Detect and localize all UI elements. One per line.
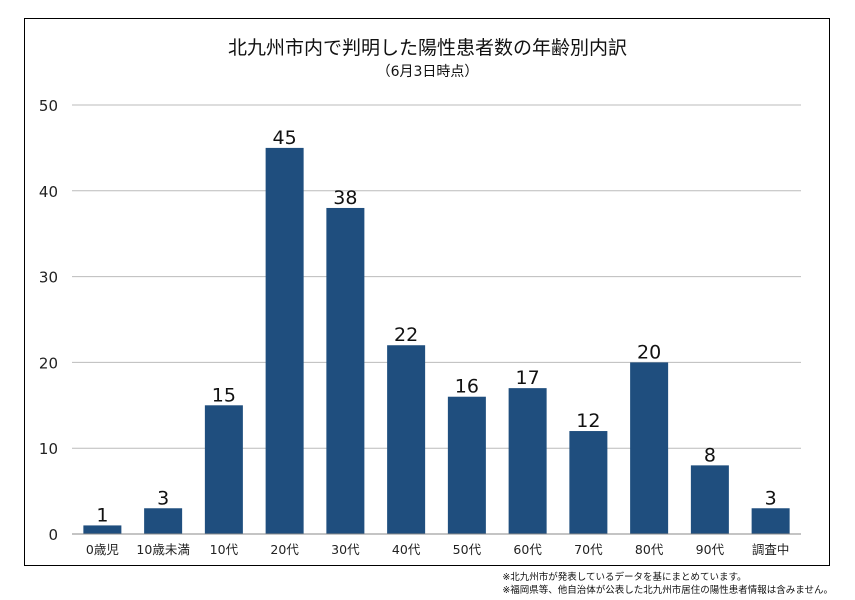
y-tick-label: 30 (39, 269, 58, 287)
data-label: 45 (273, 127, 297, 149)
bar (569, 431, 608, 534)
data-label: 15 (212, 384, 236, 406)
x-tick-label: 20代 (270, 542, 299, 557)
data-label: 20 (637, 341, 661, 363)
bar (387, 345, 426, 534)
x-tick-label: 10代 (210, 542, 239, 557)
bar (204, 405, 243, 534)
data-label: 8 (704, 444, 716, 466)
footnote: ※北九州市が発表しているデータを基にまとめています。 (502, 572, 747, 583)
chart-frame (24, 18, 830, 566)
y-tick-label: 50 (39, 97, 58, 115)
x-tick-label: 80代 (635, 542, 664, 557)
data-label: 16 (455, 376, 479, 398)
data-label: 3 (765, 487, 777, 509)
bar (326, 207, 365, 534)
x-tick-label: 0歳児 (86, 542, 119, 557)
data-label: 12 (576, 410, 600, 432)
x-tick-label: 10歳未満 (136, 542, 189, 557)
x-tick-label: 40代 (392, 542, 421, 557)
chart-title: 北九州市内で判明した陽性患者数の年齢別内訳 (227, 37, 627, 59)
y-tick-label: 40 (39, 183, 58, 201)
bar (447, 396, 486, 534)
data-label: 1 (96, 504, 108, 526)
x-tick-label: 30代 (331, 542, 360, 557)
x-tick-label: 50代 (453, 542, 482, 557)
footnote: ※福岡県等、他自治体が公表した北九州市居住の陽性患者情報は含みません。 (502, 585, 833, 596)
bar (751, 508, 790, 534)
y-tick-label: 0 (48, 526, 58, 544)
chart-subtitle: （6月3日時点） (376, 64, 479, 80)
x-tick-label: 70代 (574, 542, 603, 557)
y-tick-label: 20 (39, 354, 58, 372)
x-tick-label: 90代 (696, 542, 725, 557)
data-label: 17 (516, 367, 540, 389)
bar (630, 362, 669, 534)
bar (690, 465, 729, 534)
data-label: 38 (333, 187, 357, 209)
bar (508, 388, 547, 534)
x-tick-label: 60代 (513, 542, 542, 557)
bar (83, 525, 122, 534)
bar (144, 508, 183, 534)
data-label: 22 (394, 324, 418, 346)
y-tick-label: 10 (39, 440, 58, 458)
x-tick-label: 調査中 (752, 542, 790, 557)
footnotes: ※北九州市が発表しているデータを基にまとめています。 ※福岡県等、他自治体が公表… (502, 571, 833, 597)
bar (265, 147, 304, 534)
data-label: 3 (157, 487, 169, 509)
